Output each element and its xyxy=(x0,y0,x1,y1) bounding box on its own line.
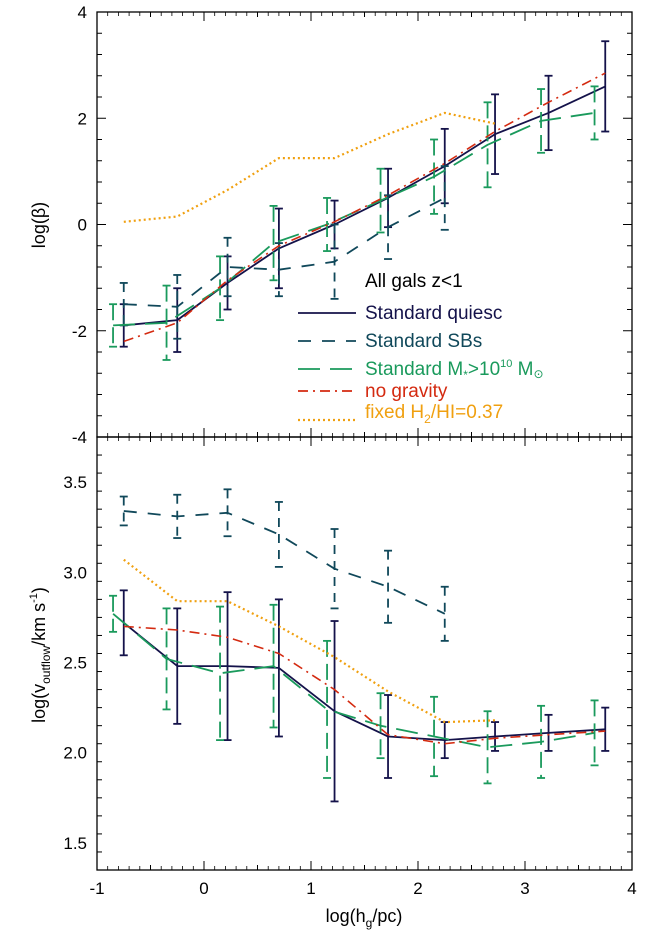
legend: All gals z<1 Standard quiesc Standard SB… xyxy=(298,271,544,426)
legend-title: All gals z<1 xyxy=(365,271,463,292)
x-tick-label: 4 xyxy=(627,879,636,898)
y-tick-label: 2.0 xyxy=(63,744,87,763)
y-tick-label: 2.5 xyxy=(63,654,87,673)
y-tick-label: -4 xyxy=(72,428,87,447)
series-line-massive xyxy=(113,112,595,327)
series-line-nograv xyxy=(123,72,606,343)
series-line-quiesc xyxy=(123,622,606,741)
legend-label-quiesc: Standard quiesc xyxy=(365,303,502,324)
top-series-layer xyxy=(109,40,610,361)
legend-label-fixed: fixed H2/HI=0.37 xyxy=(365,402,503,426)
y-tick-label: 2 xyxy=(78,109,87,128)
top-y-axis-label: log(β) xyxy=(29,202,49,248)
series-line-fixed xyxy=(123,111,496,223)
series-line-fixed xyxy=(123,558,496,724)
legend-label-nograv: no gravity xyxy=(365,381,448,402)
bottom-x-tick-labels: -1 0 1 2 3 4 xyxy=(89,879,636,898)
top-axis-ticks xyxy=(96,11,633,438)
y-tick-label: 0 xyxy=(78,216,87,235)
bottom-panel: 1.5 2.0 2.5 3.0 3.5 -1 0 1 2 3 4 log(voutflow/km … xyxy=(28,436,637,930)
legend-label-sbs: Standard SBs xyxy=(365,331,482,352)
bottom-series-layer xyxy=(109,488,610,803)
x-tick-label: 1 xyxy=(306,879,315,898)
x-tick-label: 0 xyxy=(199,879,208,898)
x-axis-label: log(hg/pc) xyxy=(326,906,403,930)
y-tick-label: -2 xyxy=(72,322,87,341)
series-line-sbs xyxy=(123,197,446,308)
bottom-y-tick-labels: 1.5 2.0 2.5 3.0 3.5 xyxy=(63,473,87,853)
y-tick-label: 3.5 xyxy=(63,473,87,492)
y-tick-label: 3.0 xyxy=(63,563,87,582)
x-tick-label: 3 xyxy=(520,879,529,898)
legend-label-massive: Standard M*>1010 M⊙ xyxy=(365,358,544,382)
x-tick-label: -1 xyxy=(89,879,104,898)
top-y-tick-labels: -4 -2 0 2 4 xyxy=(72,3,87,447)
bottom-axis-ticks xyxy=(96,436,633,871)
x-tick-label: 2 xyxy=(413,879,422,898)
y-tick-label: 4 xyxy=(78,3,87,22)
series-line-massive xyxy=(112,613,595,749)
top-panel: -4 -2 0 2 4 log(β) All gals z<1 Standard qui… xyxy=(29,3,633,447)
bottom-y-axis-label: log(voutflow/km s-1) xyxy=(28,587,53,723)
y-tick-label: 1.5 xyxy=(63,834,87,853)
